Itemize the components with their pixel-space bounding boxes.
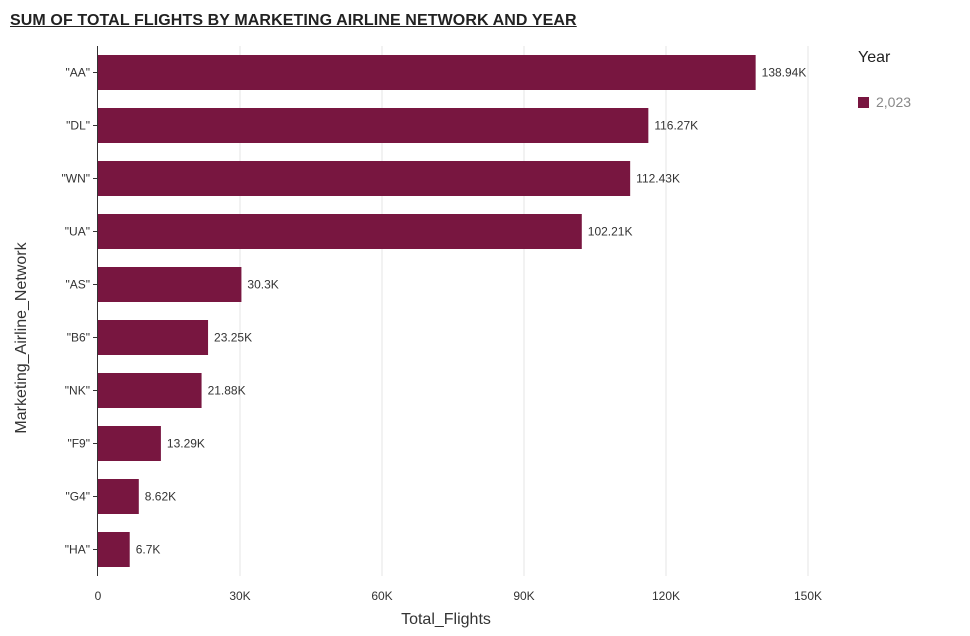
legend-item[interactable]: 2,023: [858, 94, 911, 110]
y-tick-label: "AA": [65, 66, 90, 80]
chart-title: SUM OF TOTAL FLIGHTS BY MARKETING AIRLIN…: [10, 12, 577, 29]
x-axis-title: Total_Flights: [401, 611, 491, 628]
x-tick-label: 60K: [371, 589, 392, 603]
y-tick-label: "HA": [65, 543, 90, 557]
data-label: 23.25K: [214, 331, 252, 345]
bar: [98, 532, 130, 567]
bar: [98, 373, 202, 408]
y-tick-label: "DL": [66, 119, 90, 133]
x-tick-label: 0: [95, 589, 102, 603]
data-label: 30.3K: [247, 278, 278, 292]
bar: [98, 214, 582, 249]
y-tick-label: "UA": [65, 225, 90, 239]
y-tick-label: "F9": [67, 437, 90, 451]
x-tick-label: 90K: [513, 589, 534, 603]
bar: [98, 108, 649, 143]
y-tick-label: "B6": [67, 331, 90, 345]
bar: [98, 320, 209, 355]
data-label: 8.62K: [145, 490, 176, 504]
data-label: 116.27K: [654, 119, 698, 133]
data-label: 112.43K: [636, 172, 680, 186]
data-label: 13.29K: [167, 437, 205, 451]
y-axis-title: Marketing_Airline_Network: [13, 241, 30, 433]
x-tick-label: 30K: [229, 589, 250, 603]
bar: [98, 55, 756, 90]
legend-title: Year: [858, 49, 891, 66]
bar: [98, 479, 139, 514]
y-tick-label: "WN": [61, 172, 90, 186]
y-tick-label: "NK": [65, 384, 90, 398]
data-label: 138.94K: [762, 66, 807, 80]
data-label: 21.88K: [208, 384, 246, 398]
bar: [98, 426, 161, 461]
bar: [98, 267, 242, 302]
data-label: 6.7K: [136, 543, 161, 557]
x-tick-label: 120K: [652, 589, 680, 603]
y-tick-label: "G4": [65, 490, 90, 504]
x-tick-label: 150K: [794, 589, 822, 603]
bar: [98, 161, 631, 196]
data-label: 102.21K: [588, 225, 633, 239]
y-tick-label: "AS": [65, 278, 90, 292]
legend-swatch: [858, 96, 869, 108]
legend-label: 2,023: [876, 94, 912, 110]
